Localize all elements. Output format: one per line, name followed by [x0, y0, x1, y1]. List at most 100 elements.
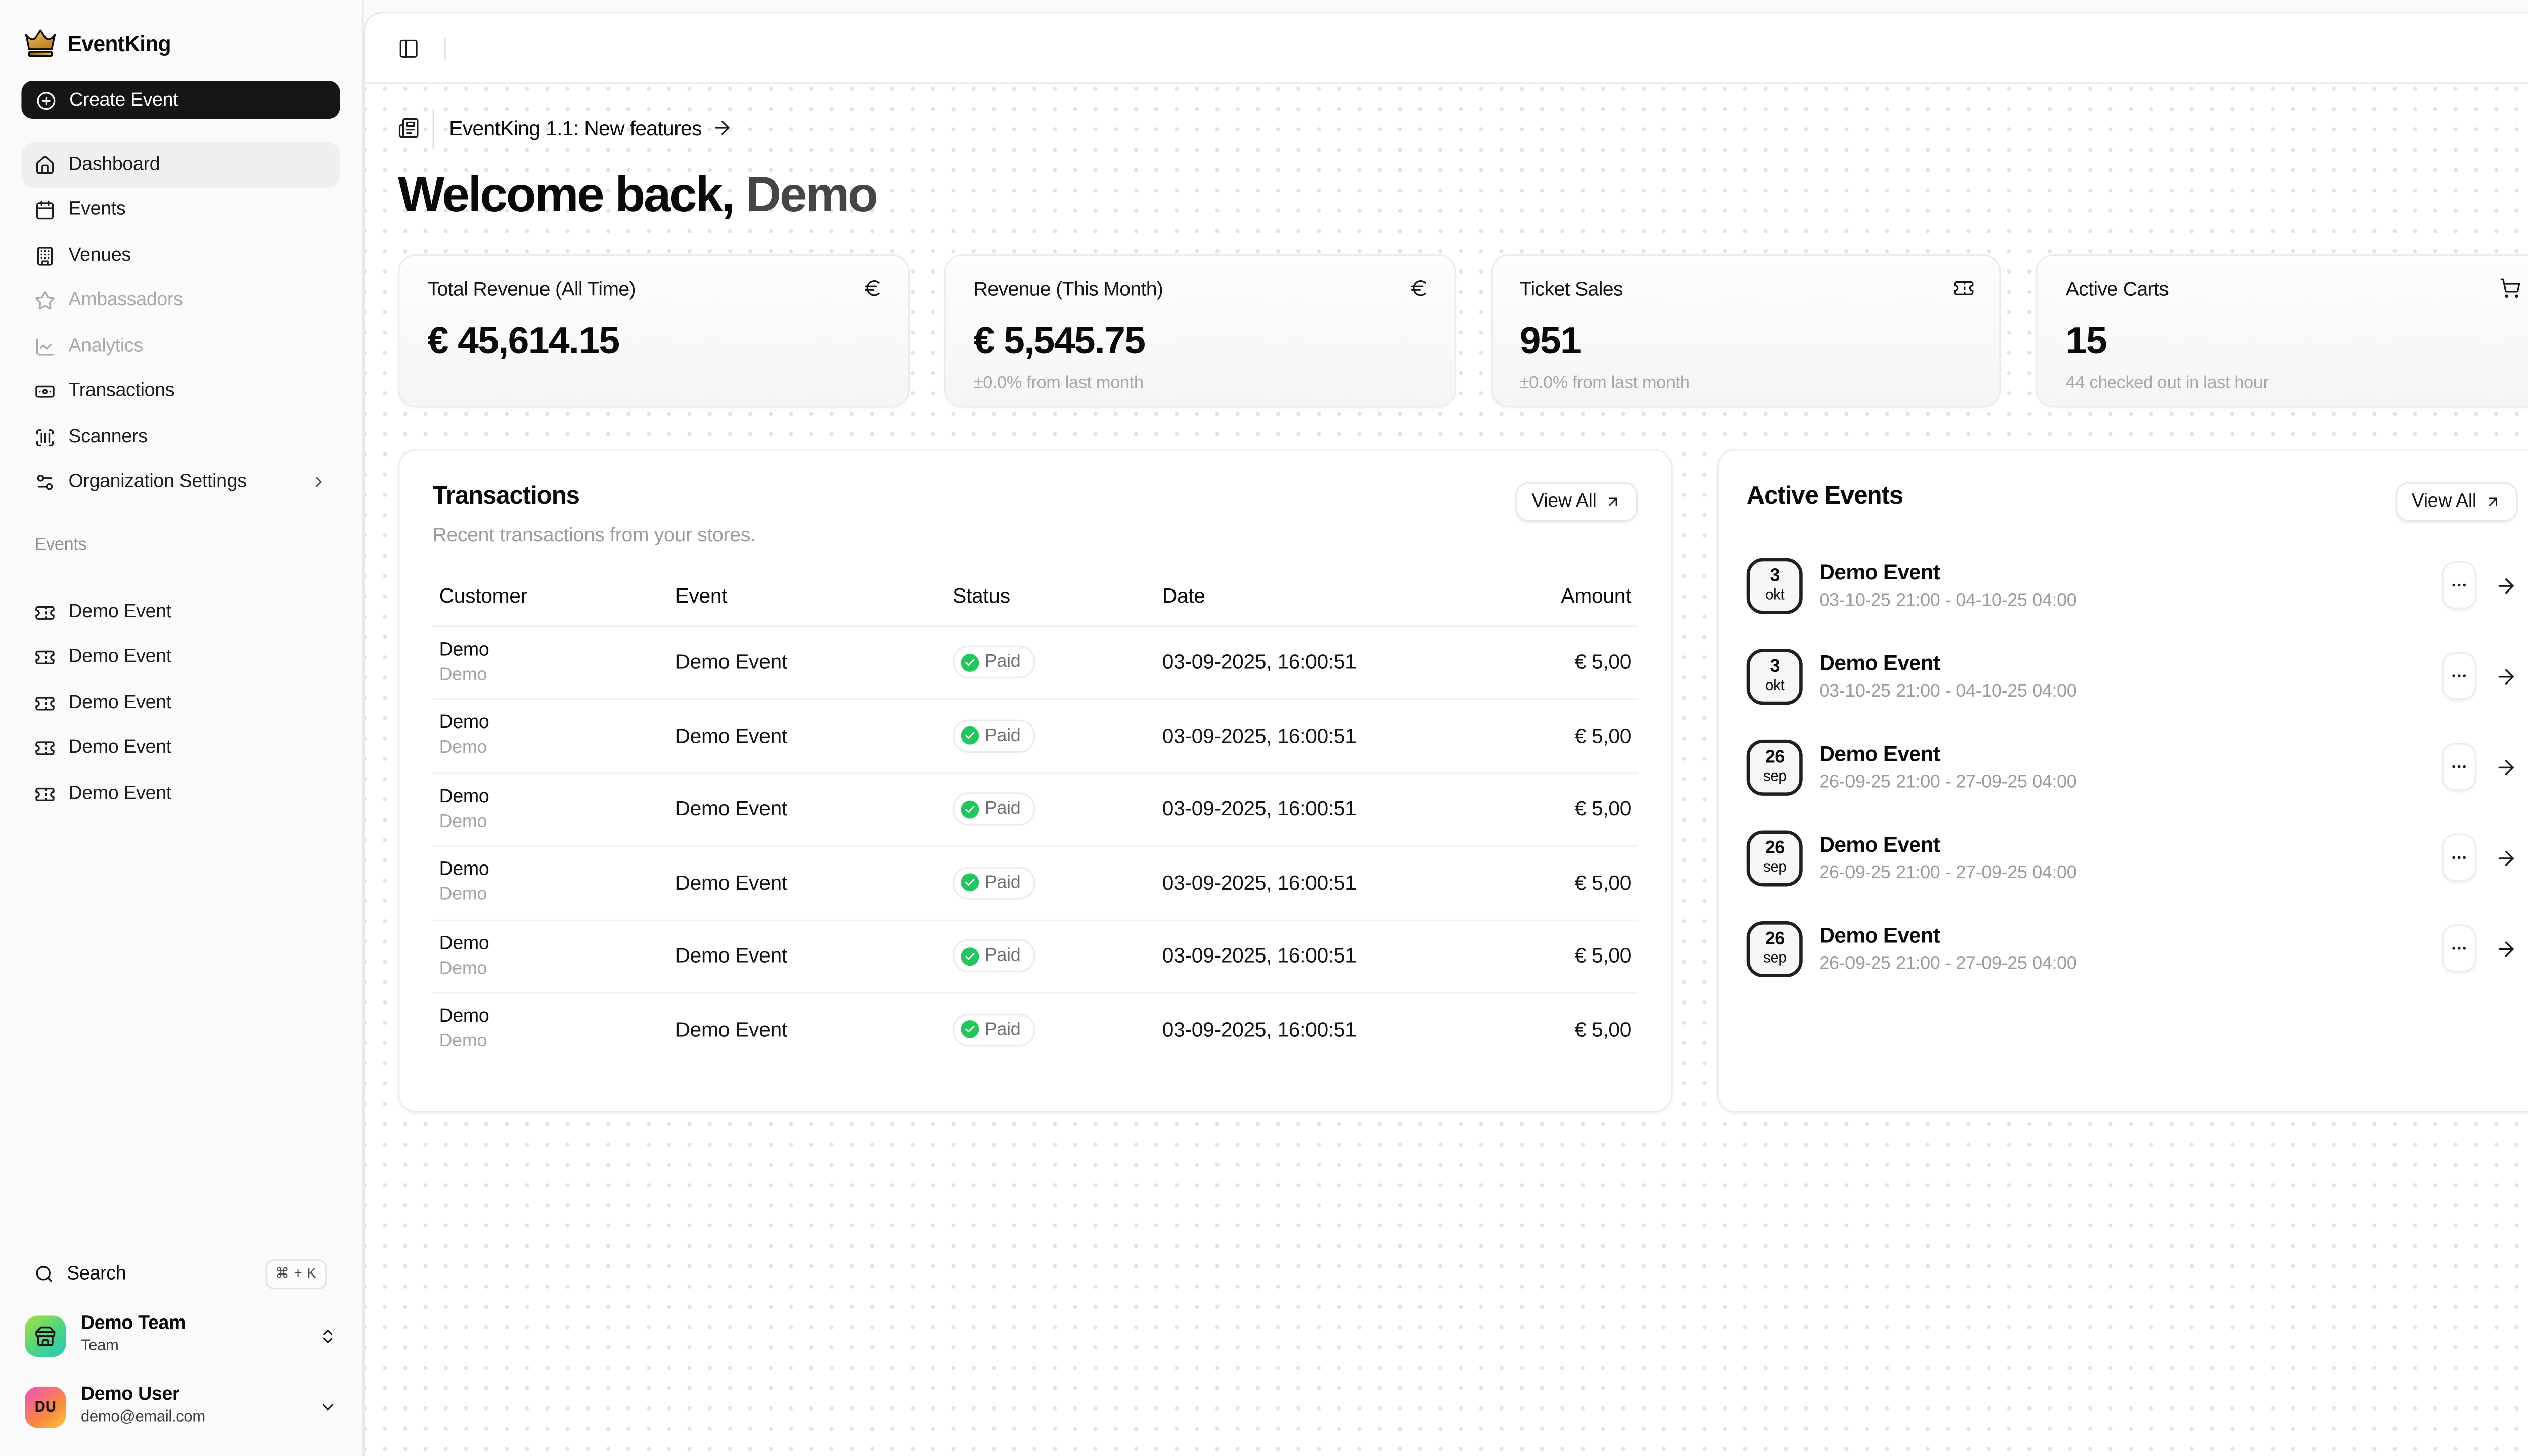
events-section-label: Events — [21, 535, 340, 555]
badge-day: 26 — [1765, 749, 1785, 767]
create-event-button[interactable]: Create Event — [21, 81, 340, 119]
event-more-button[interactable] — [2442, 562, 2476, 610]
nav-item-label: Demo Event — [69, 602, 171, 622]
nav-item-label: Demo Event — [69, 784, 171, 803]
crown-icon — [25, 29, 56, 57]
status-label: Paid — [985, 873, 1021, 893]
user-menu[interactable]: DU Demo User demo@email.com — [21, 1385, 340, 1428]
transactions-title: Transactions — [433, 481, 756, 510]
sidebar-event-link[interactable]: Demo Event — [21, 635, 340, 680]
welcome-prefix: Welcome back, — [398, 168, 734, 223]
cell-date: 03-09-2025, 16:00:51 — [1162, 945, 1481, 968]
status-badge: Paid — [953, 719, 1035, 752]
ticket-icon — [35, 647, 56, 668]
search-button[interactable]: Search ⌘ + K — [21, 1251, 340, 1296]
team-switcher[interactable]: Demo Team Team — [21, 1314, 340, 1357]
banknote-icon — [35, 381, 56, 402]
event-title: Demo Event — [1819, 560, 2076, 585]
event-more-button[interactable] — [2442, 834, 2476, 882]
sidebar-event-link[interactable]: Demo Event — [21, 725, 340, 771]
event-title: Demo Event — [1819, 833, 2076, 857]
cell-status: Paid — [953, 940, 1162, 973]
event-more-button[interactable] — [2442, 925, 2476, 973]
event-open-arrow[interactable] — [2495, 574, 2518, 597]
stat-label: Active Carts — [2066, 277, 2518, 300]
active-events-list: 3 okt Demo Event 03-10-25 21:00 - 04-10-… — [1747, 548, 2518, 987]
cell-customer: Demo Demo — [439, 932, 675, 980]
sidebar: EventKing Create Event Dashboard Events … — [0, 0, 363, 1456]
table-body: Demo Demo Demo Event Paid 03-09-2025, 16… — [433, 626, 1638, 1066]
sidebar-item-scanners[interactable]: Scanners — [21, 415, 340, 460]
event-date-badge: 3 okt — [1747, 648, 1803, 704]
announcement-divider — [433, 108, 434, 148]
badge-day: 26 — [1765, 840, 1785, 858]
status-label: Paid — [985, 653, 1021, 672]
event-dates: 03-10-25 21:00 - 04-10-25 04:00 — [1819, 681, 2076, 701]
event-open-arrow[interactable] — [2495, 937, 2518, 960]
building-icon — [35, 245, 56, 266]
sidebar-item-organization-settings[interactable]: Organization Settings — [21, 460, 340, 505]
sidebar-item-venues[interactable]: Venues — [21, 233, 340, 278]
badge-month: okt — [1765, 588, 1784, 603]
customer-name: Demo — [439, 639, 675, 663]
arrow-up-right-icon — [1605, 493, 1621, 510]
column-header-amount: Amount — [1481, 584, 1631, 607]
column-header-event: Event — [675, 584, 953, 607]
sidebar-item-transactions[interactable]: Transactions — [21, 369, 340, 415]
cell-status: Paid — [953, 867, 1162, 899]
sidebar-event-link[interactable]: Demo Event — [21, 589, 340, 635]
table-row[interactable]: Demo Demo Demo Event Paid 03-09-2025, 16… — [433, 847, 1638, 920]
transactions-subtitle: Recent transactions from your stores. — [433, 523, 756, 546]
newspaper-icon — [398, 117, 419, 139]
table-row[interactable]: Demo Demo Demo Event Paid 03-09-2025, 16… — [433, 700, 1638, 774]
chevrons-up-down-icon — [319, 1327, 337, 1345]
search-icon — [35, 1264, 54, 1283]
event-open-arrow[interactable] — [2495, 846, 2518, 870]
event-open-arrow[interactable] — [2495, 665, 2518, 688]
badge-day: 3 — [1770, 658, 1780, 676]
customer-subname: Demo — [439, 957, 675, 981]
cell-status: Paid — [953, 1013, 1162, 1046]
sidebar-item-analytics[interactable]: Analytics — [21, 324, 340, 369]
status-badge: Paid — [953, 940, 1035, 973]
sidebar-event-link[interactable]: Demo Event — [21, 771, 340, 816]
event-dates: 26-09-25 21:00 - 27-09-25 04:00 — [1819, 863, 2076, 883]
table-row[interactable]: Demo Demo Demo Event Paid 03-09-2025, 16… — [433, 994, 1638, 1066]
transactions-view-all-button[interactable]: View All — [1515, 481, 1638, 521]
customer-subname: Demo — [439, 883, 675, 907]
event-list-item: 26 sep Demo Event 26-09-25 21:00 - 27-09… — [1747, 820, 2518, 896]
cell-date: 03-09-2025, 16:00:51 — [1162, 798, 1481, 821]
check-circle-icon — [960, 947, 978, 966]
sidebar-item-dashboard[interactable]: Dashboard — [21, 142, 340, 188]
event-more-button[interactable] — [2442, 652, 2476, 700]
user-name: Demo User — [81, 1385, 205, 1408]
table-row[interactable]: Demo Demo Demo Event Paid 03-09-2025, 16… — [433, 921, 1638, 994]
nav-item-label: Demo Event — [69, 648, 171, 667]
ticket-icon — [35, 783, 56, 804]
sidebar-item-events[interactable]: Events — [21, 188, 340, 233]
table-row[interactable]: Demo Demo Demo Event Paid 03-09-2025, 16… — [433, 774, 1638, 847]
search-label: Search — [67, 1264, 126, 1284]
nav-item-label: Demo Event — [69, 693, 171, 713]
main-area: EventKing 1.1: New features Welcome back… — [363, 12, 2528, 1456]
stat-value: 951 — [1520, 318, 1972, 362]
cell-date: 03-09-2025, 16:00:51 — [1162, 651, 1481, 674]
brand-name: EventKing — [68, 30, 171, 55]
cell-event: Demo Event — [675, 651, 953, 674]
sidebar-event-link[interactable]: Demo Event — [21, 680, 340, 725]
event-date-badge: 26 sep — [1747, 921, 1803, 977]
table-row[interactable]: Demo Demo Demo Event Paid 03-09-2025, 16… — [433, 626, 1638, 700]
stat-subtext: ±0.0% from last month — [974, 373, 1426, 392]
active-events-view-all-button[interactable]: View All — [2395, 481, 2518, 521]
sidebar-toggle-button[interactable] — [398, 37, 419, 58]
cell-status: Paid — [953, 719, 1162, 752]
sidebar-item-ambassadors[interactable]: Ambassadors — [21, 278, 340, 324]
event-open-arrow[interactable] — [2495, 755, 2518, 779]
column-header-customer: Customer — [439, 584, 675, 607]
create-event-label: Create Event — [69, 90, 178, 110]
event-more-button[interactable] — [2442, 743, 2476, 791]
active-events-panel: Active Events View All 3 okt Demo Event … — [1717, 448, 2528, 1112]
announcement-banner[interactable]: EventKing 1.1: New features — [398, 107, 2528, 149]
event-info: Demo Event 26-09-25 21:00 - 27-09-25 04:… — [1819, 923, 2076, 974]
event-date-badge: 26 sep — [1747, 739, 1803, 795]
